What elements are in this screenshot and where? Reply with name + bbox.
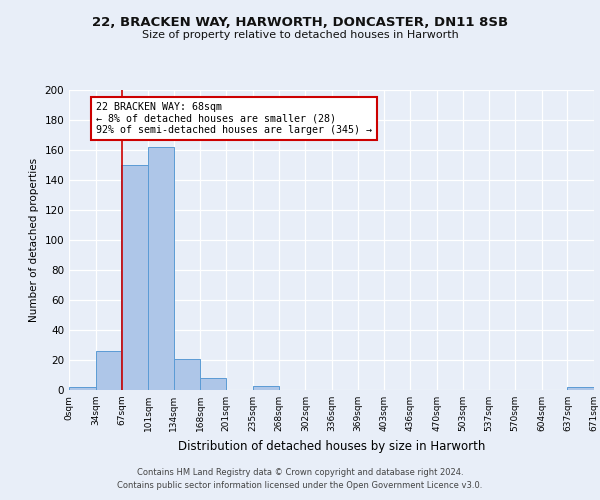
Text: 22 BRACKEN WAY: 68sqm
← 8% of detached houses are smaller (28)
92% of semi-detac: 22 BRACKEN WAY: 68sqm ← 8% of detached h… [97, 102, 373, 135]
Bar [253, 386, 278, 390]
Y-axis label: Number of detached properties: Number of detached properties [29, 158, 39, 322]
Bar [568, 387, 594, 390]
Text: Contains public sector information licensed under the Open Government Licence v3: Contains public sector information licen… [118, 480, 482, 490]
Bar [200, 378, 226, 390]
Bar [174, 358, 200, 390]
Text: Size of property relative to detached houses in Harworth: Size of property relative to detached ho… [142, 30, 458, 40]
X-axis label: Distribution of detached houses by size in Harworth: Distribution of detached houses by size … [178, 440, 485, 452]
Bar [148, 147, 174, 390]
Bar [121, 165, 148, 390]
Text: Contains HM Land Registry data © Crown copyright and database right 2024.: Contains HM Land Registry data © Crown c… [137, 468, 463, 477]
Text: 22, BRACKEN WAY, HARWORTH, DONCASTER, DN11 8SB: 22, BRACKEN WAY, HARWORTH, DONCASTER, DN… [92, 16, 508, 29]
Bar [95, 351, 121, 390]
Bar [69, 387, 95, 390]
